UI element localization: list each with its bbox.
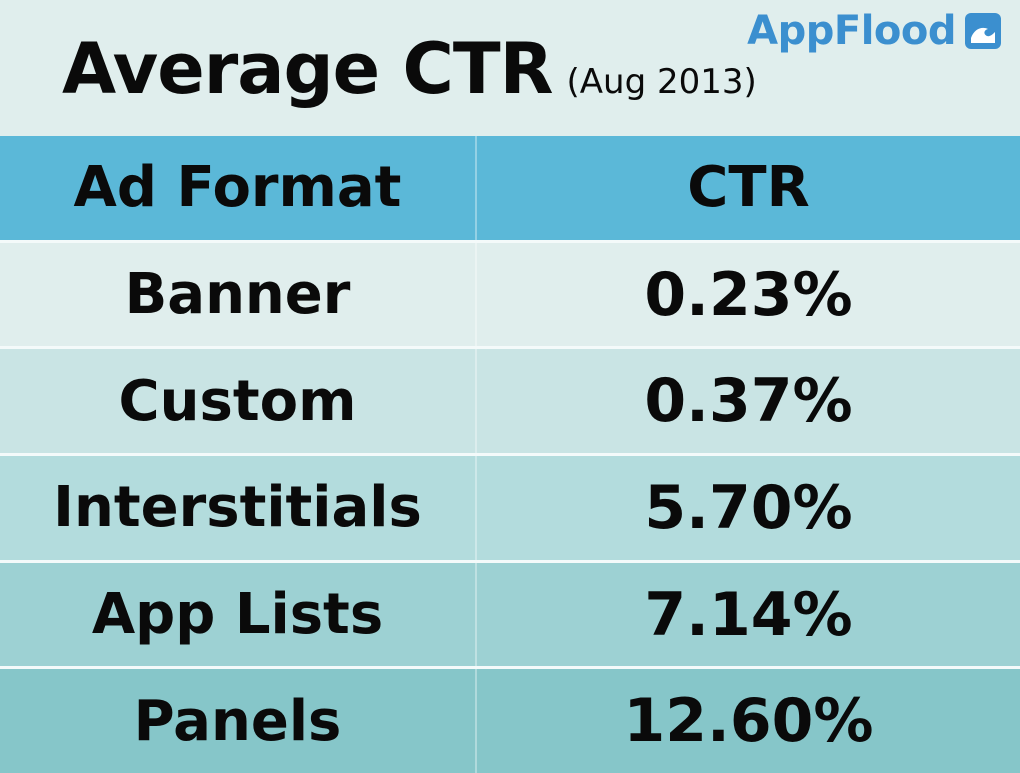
brand-logo: AppFlood bbox=[747, 8, 1002, 54]
table-row: App Lists 7.14% bbox=[0, 559, 1020, 667]
brand-name: AppFlood bbox=[747, 8, 956, 54]
table-header-row: Ad Format CTR bbox=[0, 136, 1020, 240]
table-row: Banner 0.23% bbox=[0, 239, 1020, 347]
column-header-ad-format: Ad Format bbox=[0, 136, 475, 240]
ctr-value-cell: 5.70% bbox=[475, 456, 1020, 560]
ctr-value-cell: 0.23% bbox=[475, 242, 1020, 347]
wave-icon bbox=[965, 13, 1001, 49]
ctr-value-cell: 12.60% bbox=[475, 669, 1020, 773]
ad-format-cell: Custom bbox=[118, 368, 357, 434]
table-row: Custom 0.37% bbox=[0, 346, 1020, 454]
ad-format-cell: Interstitials bbox=[53, 475, 422, 541]
ad-format-cell: App Lists bbox=[91, 582, 384, 648]
ad-format-cell: Banner bbox=[124, 262, 351, 327]
ctr-table: Ad Format CTR Banner 0.23% Custom 0.37% Inte… bbox=[0, 136, 1020, 773]
ctr-value-cell: 0.37% bbox=[475, 349, 1020, 454]
ctr-value-cell: 7.14% bbox=[475, 562, 1020, 667]
chart-title: Average CTR (Aug 2013) bbox=[62, 34, 757, 104]
ad-format-cell: Panels bbox=[133, 688, 342, 754]
title-main: Average CTR bbox=[62, 28, 554, 110]
title-subtitle: (Aug 2013) bbox=[566, 62, 757, 102]
column-header-ctr: CTR bbox=[475, 136, 1020, 240]
table-row: Panels 12.60% bbox=[0, 666, 1020, 773]
header: Average CTR (Aug 2013) AppFlood bbox=[0, 0, 1020, 136]
table-row: Interstitials 5.70% bbox=[0, 453, 1020, 560]
